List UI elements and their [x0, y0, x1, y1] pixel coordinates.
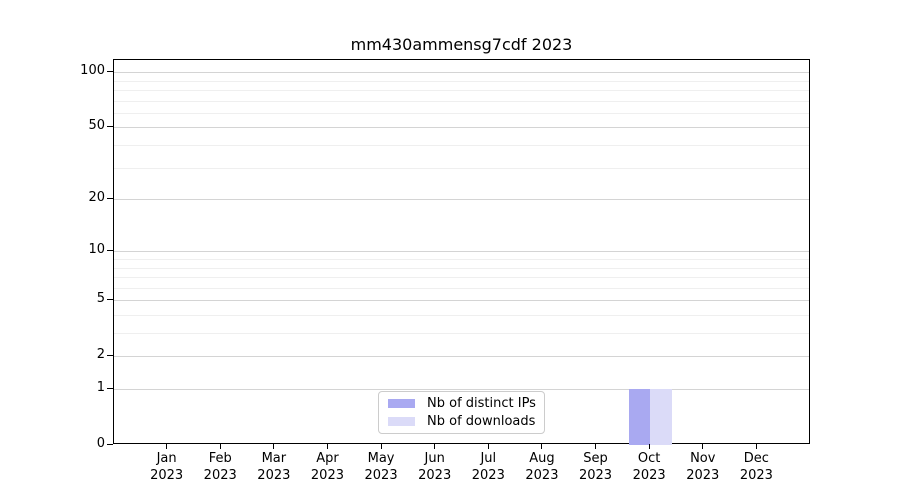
- legend-item: Nb of downloads: [388, 413, 544, 430]
- month-label: Oct: [637, 451, 661, 466]
- year-label: 2023: [364, 468, 398, 483]
- y-gridline-minor: [114, 100, 809, 102]
- month-label: May: [367, 451, 395, 466]
- x-tick-mark: [273, 444, 275, 449]
- x-tick-label: Sep 2023: [561, 450, 631, 484]
- x-tick-mark: [166, 444, 168, 449]
- y-tick-mark: [107, 197, 113, 199]
- y-tick-label: 5: [96, 291, 105, 307]
- x-tick-label: May 2023: [346, 450, 416, 484]
- year-label: 2023: [578, 468, 613, 483]
- y-gridline-minor: [114, 167, 809, 169]
- y-tick-label: 20: [88, 190, 105, 206]
- y-gridline-minor: [114, 267, 809, 269]
- year-label: 2023: [632, 468, 666, 483]
- month-label: Mar: [261, 451, 287, 466]
- month-label: Apr: [316, 451, 339, 466]
- x-tick-mark: [487, 444, 489, 449]
- y-tick-mark: [107, 354, 113, 356]
- legend-item: Nb of distinct IPs: [388, 395, 544, 412]
- year-label: 2023: [686, 468, 720, 483]
- month-label: Nov: [690, 451, 716, 466]
- x-tick-mark: [702, 444, 704, 449]
- y-tick-mark: [107, 298, 113, 300]
- y-gridline-major: [114, 389, 809, 390]
- y-gridline-minor: [114, 80, 809, 82]
- y-tick-label: 2: [96, 347, 105, 363]
- legend-label: Nb of downloads: [427, 414, 536, 429]
- y-tick-label: 50: [88, 118, 105, 134]
- year-label: 2023: [739, 468, 773, 483]
- x-tick-label: Feb 2023: [185, 450, 255, 484]
- y-tick-mark: [107, 125, 113, 127]
- y-tick-mark: [107, 443, 113, 445]
- x-tick-label: Apr 2023: [292, 450, 362, 484]
- x-tick-mark: [755, 444, 757, 449]
- year-label: 2023: [418, 468, 452, 483]
- x-tick-label: Oct 2023: [614, 450, 684, 484]
- year-label: 2023: [525, 468, 559, 483]
- y-gridline-minor: [114, 315, 809, 316]
- y-tick-label: 0: [96, 436, 105, 451]
- y-gridline-major: [114, 72, 809, 74]
- bar-oct-series-1: [650, 389, 672, 445]
- y-gridline-major: [114, 251, 809, 253]
- x-tick-mark: [595, 444, 597, 449]
- x-tick-label: Jan 2023: [132, 450, 202, 484]
- bar-oct-series-0: [628, 389, 651, 445]
- y-gridline-major: [114, 356, 809, 358]
- y-gridline-minor: [114, 259, 809, 260]
- y-gridline-major: [114, 199, 809, 201]
- month-label: Feb: [208, 451, 232, 466]
- y-gridline-minor: [114, 112, 809, 114]
- x-tick-mark: [648, 444, 650, 449]
- x-tick-label: Dec 2023: [721, 450, 791, 484]
- month-label: Jun: [424, 451, 445, 466]
- month-label: Jan: [156, 451, 177, 466]
- y-tick-mark: [107, 70, 113, 72]
- y-tick-mark: [107, 249, 113, 251]
- y-tick-label: 10: [88, 242, 105, 258]
- y-gridline-minor: [114, 333, 809, 335]
- year-label: 2023: [150, 468, 184, 483]
- y-tick-mark: [107, 387, 113, 389]
- legend-swatch: [388, 399, 415, 408]
- y-gridline-major: [114, 127, 809, 129]
- month-label: Jul: [480, 451, 497, 466]
- legend-swatch: [388, 417, 415, 426]
- year-label: 2023: [257, 468, 291, 483]
- month-label: Aug: [529, 451, 555, 466]
- y-tick-label: 1: [96, 380, 105, 395]
- y-gridline-minor: [114, 287, 809, 289]
- plot-area: [113, 59, 810, 445]
- x-tick-mark: [326, 444, 328, 449]
- y-gridline-major: [114, 300, 809, 302]
- month-label: Dec: [743, 451, 769, 466]
- year-label: 2023: [203, 468, 237, 483]
- month-label: Sep: [583, 451, 608, 466]
- chart-title: mm430ammensg7cdf 2023: [350, 35, 573, 54]
- legend: Nb of distinct IPs Nb of downloads: [378, 391, 545, 434]
- year-label: 2023: [471, 468, 505, 483]
- x-tick-mark: [380, 444, 382, 449]
- x-tick-label: Jun 2023: [400, 450, 470, 484]
- x-tick-label: Aug 2023: [507, 450, 577, 484]
- year-label: 2023: [310, 468, 344, 483]
- x-tick-mark: [434, 444, 436, 449]
- y-gridline-minor: [114, 277, 809, 279]
- x-tick-mark: [541, 444, 543, 449]
- x-tick-label: Mar 2023: [239, 450, 309, 484]
- x-tick-mark: [219, 444, 221, 449]
- x-tick-label: Nov 2023: [668, 450, 738, 484]
- x-tick-label: Jul 2023: [453, 450, 523, 484]
- y-gridline-minor: [114, 90, 809, 92]
- y-gridline-minor: [114, 145, 809, 147]
- legend-label: Nb of distinct IPs: [427, 396, 536, 411]
- y-tick-label: 100: [80, 63, 105, 79]
